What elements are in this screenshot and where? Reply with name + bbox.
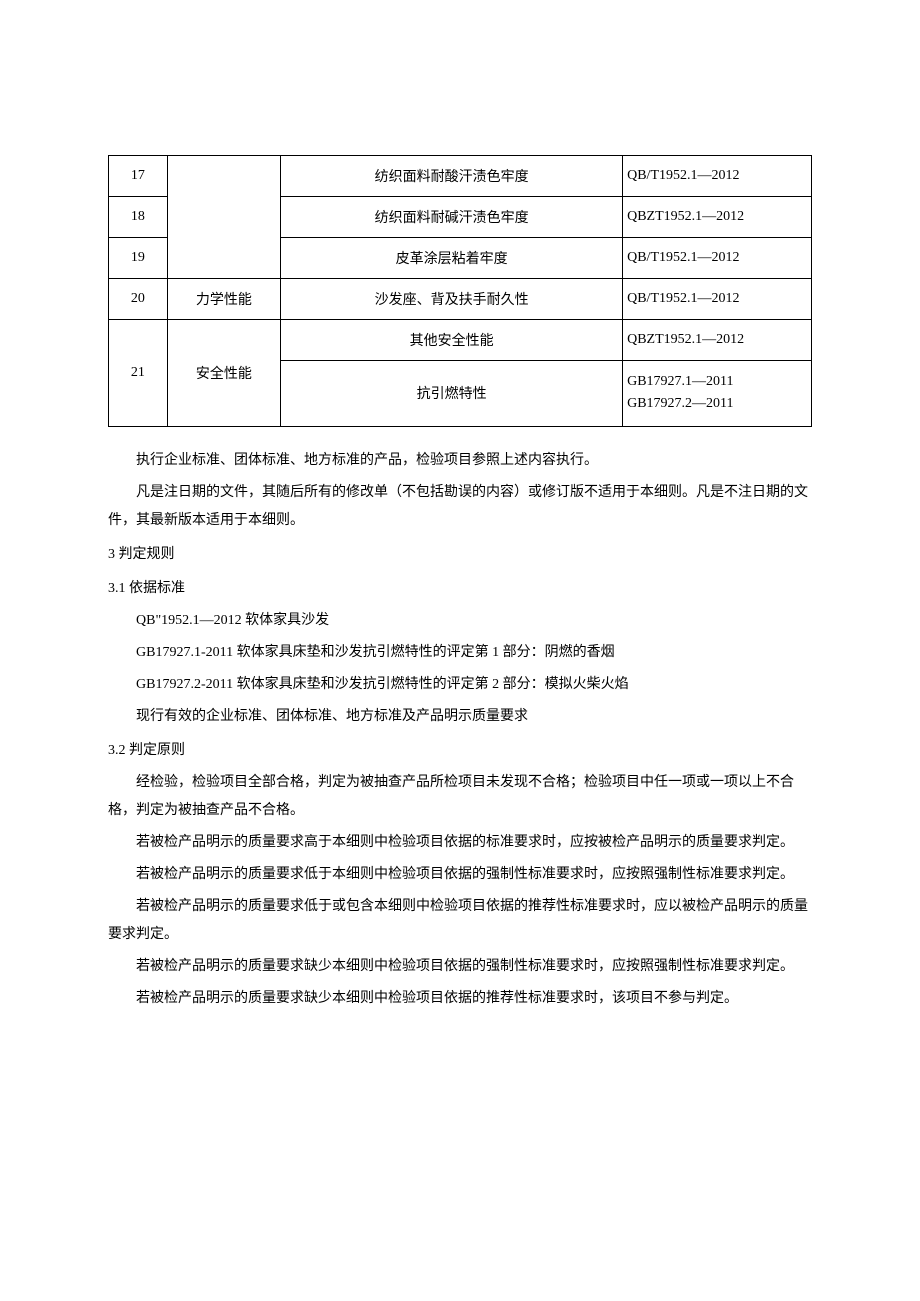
row-cat: 安全性能 (167, 320, 280, 427)
heading-basis-std: 3.1 依据标准 (108, 575, 812, 603)
row-item: 皮革涂层粘着牢度 (281, 238, 623, 279)
para-dated-docs: 凡是注日期的文件，其随后所有的修改单（不包括勘误的内容）或修订版不适用于本细则。… (108, 479, 812, 535)
heading-rules: 3 判定规则 (108, 541, 812, 569)
decision-p6: 若被检产品明示的质量要求缺少本细则中检验项目依据的推荐性标准要求时，该项目不参与… (108, 985, 812, 1013)
decision-p2: 若被检产品明示的质量要求高于本细则中检验项目依据的标准要求时，应按被检产品明示的… (108, 829, 812, 857)
std-ref-b: GB17927.1-2011 软体家具床垫和沙发抗引燃特性的评定第 1 部分：阴… (136, 639, 812, 667)
row-item: 纺织面料耐碱汗渍色牢度 (281, 197, 623, 238)
decision-p5: 若被检产品明示的质量要求缺少本细则中检验项目依据的强制性标准要求时，应按照强制性… (108, 953, 812, 981)
table-row: 20 力学性能 沙发座、背及扶手耐久性 QB/T1952.1—2012 (109, 279, 812, 320)
row-cat-empty (167, 156, 280, 279)
row-item: 沙发座、背及扶手耐久性 (281, 279, 623, 320)
decision-p3: 若被检产品明示的质量要求低于本细则中检验项目依据的强制性标准要求时，应按照强制性… (108, 861, 812, 889)
std-ref-d: 现行有效的企业标准、团体标准、地方标准及产品明示质量要求 (136, 703, 812, 731)
row-std: QB/T1952.1—2012 (623, 279, 812, 320)
standards-table: 17 纺织面料耐酸汗渍色牢度 QB/T1952.1—2012 18 纺织面料耐碱… (108, 155, 812, 427)
row-std: QB/T1952.1—2012 (623, 156, 812, 197)
row-item: 纺织面料耐酸汗渍色牢度 (281, 156, 623, 197)
decision-p1: 经检验，检验项目全部合格，判定为被抽查产品所检项目未发现不合格；检验项目中任一项… (108, 769, 812, 825)
std-ref-c: GB17927.2-2011 软体家具床垫和沙发抗引燃特性的评定第 2 部分：模… (136, 671, 812, 699)
table-row: 17 纺织面料耐酸汗渍色牢度 QB/T1952.1—2012 (109, 156, 812, 197)
row-num: 20 (109, 279, 168, 320)
heading-decision: 3.2 判定原则 (108, 737, 812, 765)
row-std: QBZT1952.1—2012 (623, 320, 812, 361)
row-num: 21 (109, 320, 168, 427)
row-num: 19 (109, 238, 168, 279)
decision-p4: 若被检产品明示的质量要求低于或包含本细则中检验项目依据的推荐性标准要求时，应以被… (108, 893, 812, 949)
table-row: 21 安全性能 其他安全性能 QBZT1952.1—2012 (109, 320, 812, 361)
para-exec-std: 执行企业标准、团体标准、地方标准的产品，检验项目参照上述内容执行。 (108, 447, 812, 475)
row-std: QBZT1952.1—2012 (623, 197, 812, 238)
row-num: 18 (109, 197, 168, 238)
row-cat: 力学性能 (167, 279, 280, 320)
row-num: 17 (109, 156, 168, 197)
row-item: 其他安全性能 (281, 320, 623, 361)
row-std: QB/T1952.1—2012 (623, 238, 812, 279)
std-ref-a: QB"1952.1—2012 软体家具沙发 (136, 607, 812, 635)
row-std: GB17927.1—2011GB17927.2—2011 (623, 361, 812, 427)
row-item: 抗引燃特性 (281, 361, 623, 427)
